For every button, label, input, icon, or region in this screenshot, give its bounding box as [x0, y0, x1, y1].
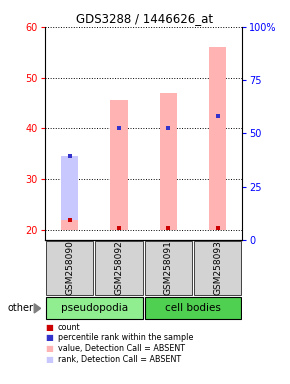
Text: GSM258093: GSM258093 [213, 240, 222, 295]
Bar [160, 128, 177, 230]
Bar [209, 116, 226, 230]
Text: ■: ■ [45, 323, 53, 332]
Bar [160, 93, 177, 230]
Text: value, Detection Call = ABSENT: value, Detection Call = ABSENT [58, 344, 185, 353]
Bar [46, 241, 93, 295]
Text: other: other [7, 303, 33, 313]
Text: GSM258092: GSM258092 [114, 240, 124, 295]
Text: rank, Detection Call = ABSENT: rank, Detection Call = ABSENT [58, 355, 181, 364]
Bar [110, 128, 128, 230]
Text: count: count [58, 323, 81, 332]
Text: GDS3288 / 1446626_at: GDS3288 / 1446626_at [77, 12, 213, 25]
Text: ■: ■ [45, 344, 53, 353]
Bar [194, 241, 241, 295]
Text: ■: ■ [45, 333, 53, 343]
Polygon shape [34, 304, 41, 313]
Bar [110, 101, 128, 230]
Text: GSM258090: GSM258090 [65, 240, 74, 295]
Text: pseudopodia: pseudopodia [61, 303, 128, 313]
Bar [95, 241, 143, 295]
Bar [46, 297, 143, 319]
Bar [144, 297, 241, 319]
Text: cell bodies: cell bodies [165, 303, 221, 313]
Bar [144, 241, 192, 295]
Bar [61, 156, 78, 230]
Bar [209, 47, 226, 230]
Text: ■: ■ [45, 355, 53, 364]
Text: percentile rank within the sample: percentile rank within the sample [58, 333, 193, 343]
Text: GSM258091: GSM258091 [164, 240, 173, 295]
Bar [61, 220, 78, 230]
